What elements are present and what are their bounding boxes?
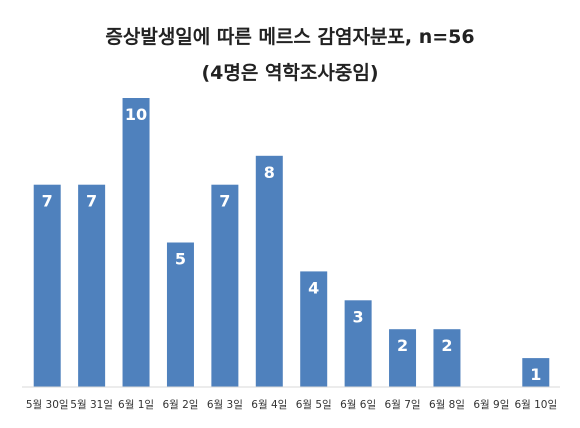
chart-title: 증상발생일에 따른 메르스 감염자분포, n=56 bbox=[105, 26, 475, 48]
x-tick-label-8: 6월 7일 bbox=[385, 398, 421, 411]
data-label-4: 7 bbox=[219, 192, 230, 211]
data-label-6: 4 bbox=[308, 278, 319, 297]
bar-0 bbox=[33, 184, 61, 387]
x-tick-label-7: 6월 6일 bbox=[340, 398, 376, 411]
bar-5 bbox=[255, 155, 283, 387]
bar-9 bbox=[433, 329, 461, 387]
x-tick-label-0: 5월 30일 bbox=[26, 398, 69, 411]
x-tick-label-2: 6월 1일 bbox=[118, 398, 154, 411]
data-label-11: 1 bbox=[530, 365, 541, 384]
data-label-7: 3 bbox=[353, 307, 364, 326]
data-label-8: 2 bbox=[397, 336, 408, 355]
bar-3 bbox=[166, 242, 194, 387]
bar-2 bbox=[122, 98, 150, 387]
bar-1 bbox=[78, 184, 106, 387]
data-label-5: 8 bbox=[264, 163, 275, 182]
chart-subtitle: (4명은 역학조사중임) bbox=[201, 62, 379, 84]
bar-7 bbox=[344, 300, 372, 387]
x-tick-label-1: 5월 31일 bbox=[70, 398, 113, 411]
x-tick-label-10: 6월 9일 bbox=[473, 398, 509, 411]
x-tick-label-11: 6월 10일 bbox=[514, 398, 557, 411]
bar-11 bbox=[522, 358, 550, 387]
x-tick-label-3: 6월 2일 bbox=[162, 398, 198, 411]
bar-4 bbox=[211, 184, 239, 387]
data-label-3: 5 bbox=[175, 250, 186, 269]
x-tick-label-5: 6월 4일 bbox=[251, 398, 287, 411]
x-tick-labels-group: 5월 30일 5월 31일 6월 1일 6월 2일 6월 3일 6월 4일 6월 5일 6월 … bbox=[26, 398, 557, 411]
data-label-1: 7 bbox=[86, 192, 97, 211]
data-label-2: 10 bbox=[125, 105, 147, 124]
bar-6 bbox=[300, 271, 328, 387]
data-label-0: 7 bbox=[42, 192, 53, 211]
data-labels-group: 7 7 10 5 7 8 4 3 2 2 1 bbox=[42, 105, 542, 384]
x-tick-label-6: 6월 5일 bbox=[296, 398, 332, 411]
data-label-9: 2 bbox=[441, 336, 452, 355]
x-tick-label-9: 6월 8일 bbox=[429, 398, 465, 411]
bars-group bbox=[33, 98, 550, 387]
x-tick-label-4: 6월 3일 bbox=[207, 398, 243, 411]
bar-8 bbox=[389, 329, 417, 387]
